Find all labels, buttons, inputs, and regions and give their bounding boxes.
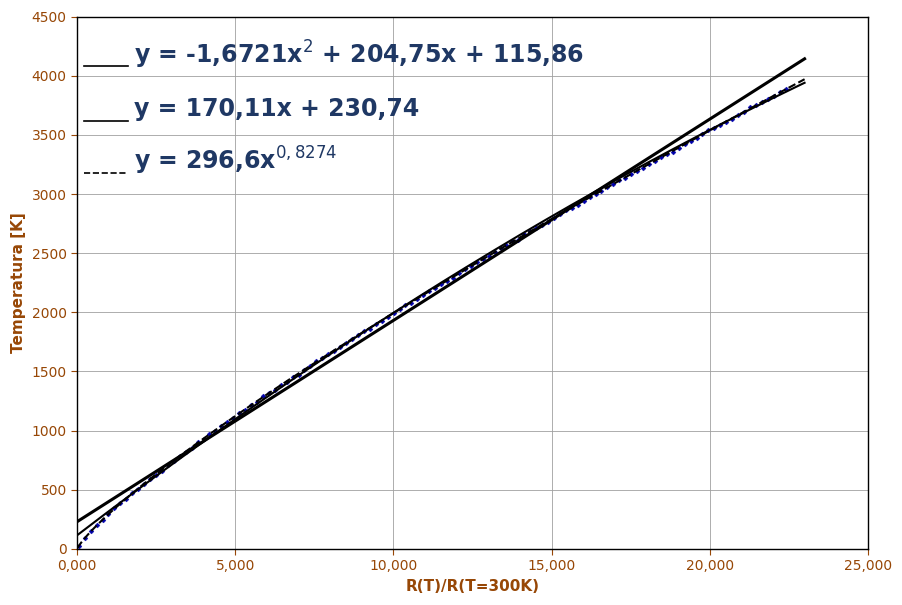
Y-axis label: Temperatura [K]: Temperatura [K]: [11, 212, 26, 353]
Text: y = -1,6721x$^2$ + 204,75x + 115,86: y = -1,6721x$^2$ + 204,75x + 115,86: [134, 38, 584, 71]
Text: y = 170,11x + 230,74: y = 170,11x + 230,74: [134, 97, 419, 121]
Text: y = 296,6x$^{0,8274}$: y = 296,6x$^{0,8274}$: [134, 145, 337, 177]
X-axis label: R(T)/R(T=300K): R(T)/R(T=300K): [405, 579, 538, 594]
